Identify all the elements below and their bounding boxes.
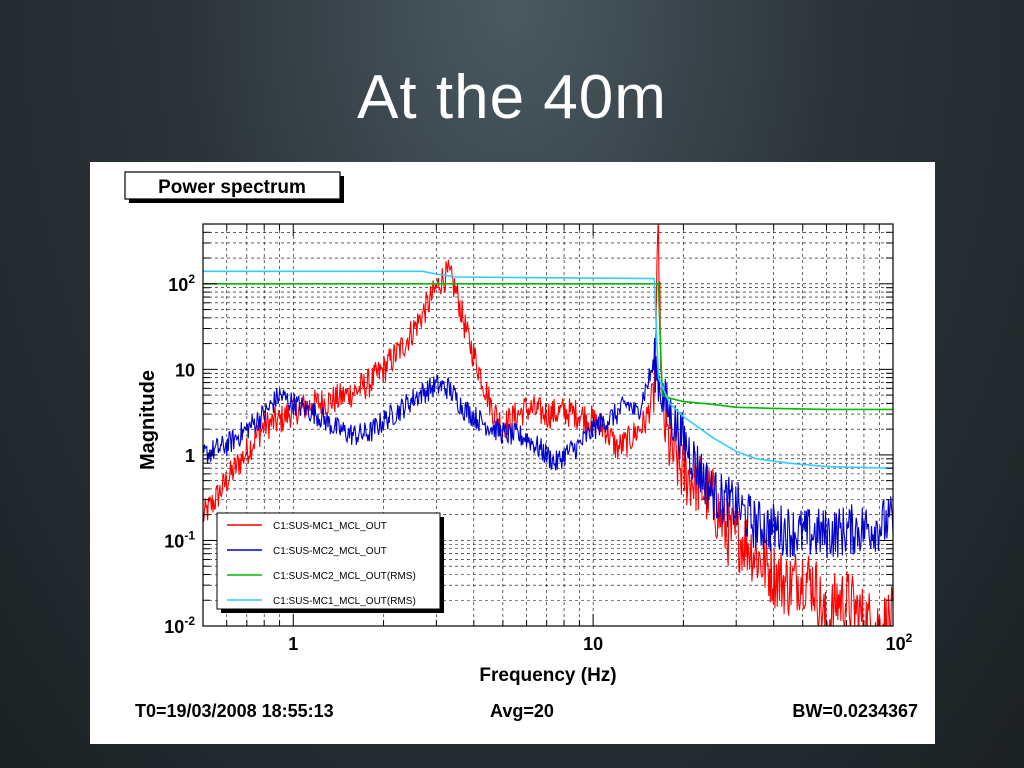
- legend-label: C1:SUS-MC1_MCL_OUT: [273, 521, 387, 532]
- y-tick-label: 102: [168, 272, 195, 295]
- y-tick-label: 1: [185, 446, 195, 466]
- legend-label: C1:SUS-MC1_MCL_OUT(RMS): [273, 596, 416, 607]
- x-axis-label: Frequency (Hz): [479, 665, 616, 686]
- slide-title: At the 40m: [357, 63, 667, 132]
- y-axis-label: Magnitude: [137, 370, 159, 470]
- y-tick-label: 10: [175, 360, 195, 380]
- series-line-3: [203, 283, 893, 411]
- x-tick-label: 102: [886, 631, 913, 654]
- y-tick-label: 10-1: [164, 528, 195, 551]
- legend-label: C1:SUS-MC2_MCL_OUT: [273, 546, 387, 557]
- plot-panel: Power spectrum 1 10 102 10-2 10-1 1 10 102 Fre…: [90, 162, 935, 744]
- footer-avg: Avg=20: [490, 701, 554, 721]
- chart-title-box: Power spectrum: [124, 171, 344, 203]
- legend-label: C1:SUS-MC2_MCL_OUT(RMS): [273, 571, 416, 582]
- series-line-1: [203, 224, 893, 626]
- series-line-4: [203, 270, 893, 469]
- series-line-2: [203, 337, 893, 559]
- legend: C1:SUS-MC1_MCL_OUT C1:SUS-MC2_MCL_OUT C1:S…: [216, 512, 444, 613]
- axis-ticks: [202, 223, 894, 627]
- footer-t0: T0=19/03/2008 18:55:13: [135, 701, 334, 721]
- y-tick-label: 10-2: [164, 614, 195, 637]
- footer-bw: BW=0.0234367: [792, 701, 918, 721]
- power-spectrum-chart: Power spectrum 1 10 102 10-2 10-1 1 10 102 Fre…: [124, 171, 918, 721]
- plot-frame: [202, 223, 894, 627]
- y-tick-labels: 10-2 10-1 1 10 102: [164, 272, 195, 637]
- series-lines: [203, 224, 893, 626]
- x-tick-label: 1: [288, 634, 298, 654]
- chart-title: Power spectrum: [158, 177, 306, 198]
- x-tick-label: 10: [583, 634, 603, 654]
- x-tick-labels: 1 10 102: [288, 631, 912, 654]
